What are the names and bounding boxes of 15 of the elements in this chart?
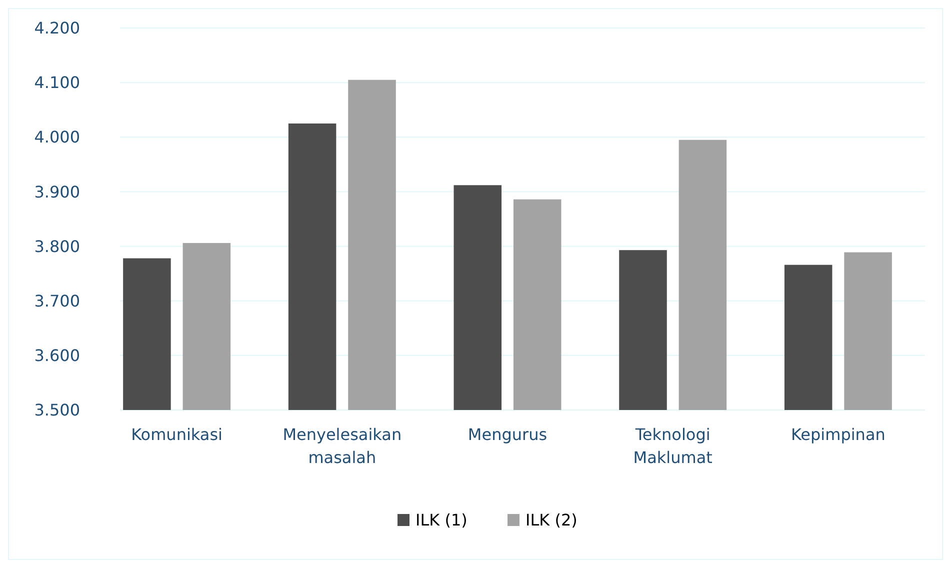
- legend-label: ILK (1): [416, 510, 468, 530]
- x-tick-label: Mengurus: [468, 425, 548, 444]
- y-tick-label: 3.700: [34, 291, 80, 310]
- x-tick-label: Kepimpinan: [790, 425, 886, 444]
- y-tick-label: 4.200: [34, 18, 80, 38]
- legend-label: ILK (2): [526, 510, 578, 530]
- y-tick-label: 3.800: [34, 236, 80, 256]
- x-tick-label: Menyelesaikan masalah: [282, 425, 402, 467]
- y-tick-label: 3.500: [34, 400, 80, 420]
- y-tick-label: 4.100: [34, 73, 80, 92]
- x-tick-label: Komunikasi: [131, 425, 222, 444]
- x-tick-label: Teknologi Maklumat: [633, 425, 712, 467]
- y-tick-label: 3.900: [34, 182, 80, 202]
- y-tick-label: 4.000: [34, 128, 80, 147]
- y-tick-label: 3.600: [34, 346, 80, 366]
